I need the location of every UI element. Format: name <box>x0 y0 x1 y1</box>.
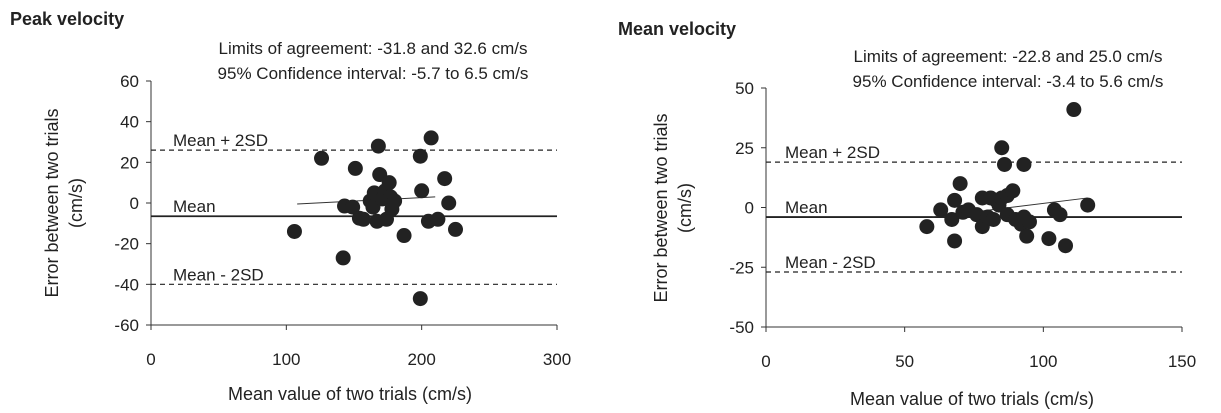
data-point <box>952 176 968 192</box>
data-point <box>1041 231 1057 247</box>
reference-line-label: Mean + 2SD <box>785 143 880 162</box>
x-tick-label: 50 <box>895 352 914 371</box>
x-tick-label: 150 <box>1168 352 1196 371</box>
data-point <box>412 291 428 307</box>
data-point <box>919 219 935 235</box>
y-tick-label: 0 <box>745 199 754 218</box>
y-axis-label: Error between two trials <box>42 108 62 297</box>
data-point <box>387 193 403 209</box>
chart-panel-1: Peak velocity Limits of agreement: -31.8 … <box>10 9 571 404</box>
data-point <box>355 211 371 227</box>
x-axis-label: Mean value of two trials (cm/s) <box>228 384 472 404</box>
data-point <box>441 195 457 211</box>
data-point <box>985 211 1001 227</box>
data-point <box>944 211 960 227</box>
data-point <box>430 211 446 227</box>
data-point <box>314 150 330 166</box>
reference-line-label: Mean <box>785 198 828 217</box>
data-point <box>1058 238 1074 254</box>
reference-line-label: Mean - 2SD <box>173 265 264 284</box>
reference-line-label: Mean - 2SD <box>785 253 876 272</box>
annotation-text: 95% Confidence interval: -5.7 to 6.5 cm/… <box>218 64 529 83</box>
data-point <box>1052 207 1068 223</box>
data-point <box>947 233 963 249</box>
data-point <box>1016 156 1032 172</box>
data-point <box>997 156 1013 172</box>
x-tick-label: 300 <box>543 350 571 369</box>
data-point <box>1005 183 1021 199</box>
data-point <box>1080 197 1096 213</box>
y-axis-label-unit: (cm/s) <box>675 183 695 233</box>
y-tick-label: -40 <box>114 275 139 294</box>
x-tick-label: 100 <box>272 350 300 369</box>
y-tick-label: -60 <box>114 316 139 335</box>
annotation-text: 95% Confidence interval: -3.4 to 5.6 cm/… <box>853 72 1164 91</box>
data-point <box>423 130 439 146</box>
y-tick-label: 20 <box>120 153 139 172</box>
data-point <box>947 192 963 208</box>
y-axis-label-unit: (cm/s) <box>66 178 86 228</box>
data-point <box>412 148 428 164</box>
chart-panel-2: Mean velocity Limits of agreement: -22.8 … <box>618 19 1196 409</box>
data-point <box>347 160 363 176</box>
data-point <box>335 250 351 266</box>
reference-line-label: Mean <box>173 197 216 216</box>
y-tick-label: 25 <box>735 139 754 158</box>
data-point <box>396 228 412 244</box>
annotation-text: Limits of agreement: -22.8 and 25.0 cm/s <box>854 47 1163 66</box>
annotation-text: Limits of agreement: -31.8 and 32.6 cm/s <box>219 39 528 58</box>
data-point <box>437 171 453 187</box>
x-tick-label: 200 <box>407 350 435 369</box>
x-axis-label: Mean value of two trials (cm/s) <box>850 389 1094 409</box>
chart-title: Peak velocity <box>10 9 124 29</box>
y-tick-label: 50 <box>735 79 754 98</box>
x-tick-label: 0 <box>761 352 770 371</box>
x-tick-label: 0 <box>146 350 155 369</box>
data-point <box>414 183 430 199</box>
data-point <box>994 140 1010 156</box>
y-tick-label: -20 <box>114 235 139 254</box>
y-axis-label: Error between two trials <box>651 113 671 302</box>
data-point <box>286 223 302 239</box>
data-point <box>1066 102 1082 118</box>
data-point <box>933 202 949 218</box>
reference-line-label: Mean + 2SD <box>173 131 268 150</box>
x-tick-label: 100 <box>1029 352 1057 371</box>
data-point <box>345 199 361 215</box>
y-tick-label: 40 <box>120 113 139 132</box>
data-point <box>1021 214 1037 230</box>
data-point <box>448 221 463 237</box>
y-tick-label: -50 <box>729 318 754 337</box>
chart-title: Mean velocity <box>618 19 736 39</box>
data-point <box>370 138 386 154</box>
data-point <box>1019 228 1035 244</box>
y-tick-label: 0 <box>130 194 139 213</box>
data-point <box>381 175 397 191</box>
y-tick-label: 60 <box>120 72 139 91</box>
y-tick-label: -25 <box>729 258 754 277</box>
